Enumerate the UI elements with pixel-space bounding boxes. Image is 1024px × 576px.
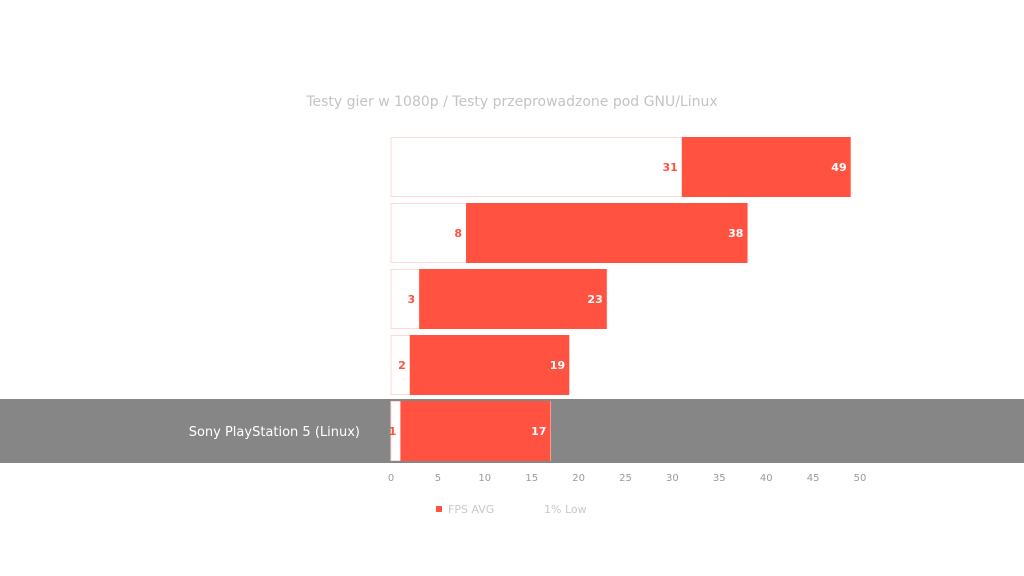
bar-fps-avg-0 (681, 137, 851, 197)
bar-fps-avg-3 (409, 335, 570, 395)
bar-fps-avg-2 (419, 269, 607, 329)
label-fps-avg-0: 49 (831, 161, 846, 174)
label-fps-avg-1: 38 (728, 227, 743, 240)
bar-fps-avg-1 (466, 203, 748, 263)
bars-layer (390, 137, 852, 461)
x-tick-label: 30 (666, 473, 679, 484)
x-tick-label: 25 (619, 473, 632, 484)
x-tick-label: 15 (525, 473, 538, 484)
label-1pct-low-3: 2 (398, 359, 406, 372)
labels-layer: 49 31 38 8 23 3 19 2 17 1 Sony PlayStation 5 (Linu… (189, 161, 847, 440)
legend-item-0[interactable]: FPS AVG (436, 503, 494, 516)
x-tick-label: 40 (760, 473, 773, 484)
legend[interactable]: FPS AVG 1% Low (436, 503, 587, 516)
label-fps-avg-4: 17 (531, 425, 546, 438)
category-label-4: Sony PlayStation 5 (Linux) (189, 425, 360, 440)
legend-label: 1% Low (544, 503, 587, 516)
x-tick-label: 10 (478, 473, 491, 484)
x-tick-label: 20 (572, 473, 585, 484)
label-1pct-low-2: 3 (407, 293, 415, 306)
x-tick-label: 35 (713, 473, 726, 484)
x-axis: 0 5 10 15 20 25 30 35 40 45 50 (388, 473, 867, 484)
chart-title: Testy gier w 1080p / Testy przeprowadzon… (305, 94, 717, 110)
label-fps-avg-2: 23 (587, 293, 602, 306)
label-fps-avg-3: 19 (550, 359, 565, 372)
x-tick-label: 5 (435, 473, 441, 484)
x-tick-label: 50 (854, 473, 867, 484)
legend-item-1[interactable]: 1% Low (544, 503, 587, 516)
legend-label: FPS AVG (448, 503, 494, 516)
x-tick-label: 45 (807, 473, 820, 484)
label-1pct-low-1: 8 (454, 227, 462, 240)
label-1pct-low-4: 1 (389, 425, 397, 438)
bar-fps-avg-4 (400, 401, 551, 461)
label-1pct-low-0: 31 (662, 161, 677, 174)
legend-swatch (436, 506, 442, 512)
x-tick-label: 0 (388, 473, 394, 484)
